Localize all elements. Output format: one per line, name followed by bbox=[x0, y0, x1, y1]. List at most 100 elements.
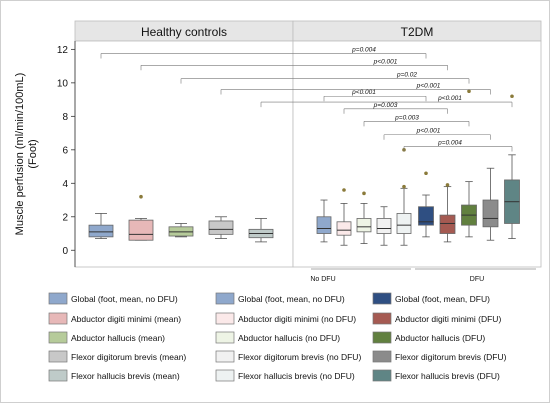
legend-label: Global (foot, mean, DFU) bbox=[395, 294, 490, 304]
legend-swatch bbox=[372, 331, 392, 344]
comparison-7: p=0.003 bbox=[363, 114, 470, 127]
box-body bbox=[88, 224, 114, 238]
box-12 bbox=[461, 89, 477, 238]
legend-swatch bbox=[372, 292, 392, 305]
panel-title-1: T2DM bbox=[401, 25, 434, 39]
box-10 bbox=[418, 171, 434, 238]
legend-item: Abductor digiti minimi (mean) bbox=[48, 312, 181, 325]
comparison-4: p<0.001 bbox=[260, 95, 513, 108]
box-8 bbox=[376, 206, 392, 246]
box-body bbox=[128, 219, 154, 241]
legend-label: Abductor digiti minimi (no DFU) bbox=[238, 314, 356, 324]
legend-label: Flexor digitorum brevis (no DFU) bbox=[238, 352, 361, 362]
p-value-label: p=0.02 bbox=[396, 72, 417, 79]
p-value-label: p<0.001 bbox=[416, 128, 441, 135]
y-tick-label: 0 bbox=[62, 246, 68, 257]
legend-swatch bbox=[48, 312, 68, 325]
p-value-label: p=0.004 bbox=[351, 47, 376, 54]
box-body bbox=[482, 199, 499, 228]
legend-item: Global (foot, mean, no DFU) bbox=[48, 292, 178, 305]
legend-item: Flexor hallucis brevis (no DFU) bbox=[215, 369, 355, 382]
box-body bbox=[316, 216, 332, 234]
y-axis: 0 2 4 6 8 10 12 Muscle perfusion (ml/min/100mL)… bbox=[14, 41, 76, 267]
legend-item: Abductor hallucis (mean) bbox=[48, 331, 165, 344]
box-13 bbox=[482, 167, 499, 241]
outlier-point bbox=[342, 188, 346, 192]
legend-item: Abductor digiti minimi (no DFU) bbox=[215, 312, 356, 325]
comparison-1: p<0.001 bbox=[140, 58, 448, 71]
panel-title-0: Healthy controls bbox=[141, 25, 227, 39]
y-tick-label: 12 bbox=[57, 45, 69, 56]
legend-swatch bbox=[215, 350, 235, 363]
legend-swatch bbox=[215, 312, 235, 325]
comparison-0: p=0.004 bbox=[100, 47, 427, 59]
legend-label: Flexor hallucis brevis (no DFU) bbox=[238, 371, 355, 381]
p-value-label: p<0.001 bbox=[437, 95, 462, 102]
box-1 bbox=[128, 194, 154, 241]
comparison-6: p=0.003 bbox=[343, 102, 448, 114]
legend-label: Global (foot, mean, no DFU) bbox=[238, 294, 345, 304]
box-2 bbox=[168, 223, 194, 238]
legend-item: Flexor digitorum brevis (DFU) bbox=[372, 350, 507, 363]
box-14 bbox=[504, 94, 520, 239]
y-tick-label: 8 bbox=[62, 112, 68, 123]
group-label-no-dfu: No DFU bbox=[310, 276, 335, 283]
outlier-point bbox=[424, 171, 428, 176]
p-value-label: p<0.001 bbox=[373, 58, 398, 65]
comparison-3: p<0.001 bbox=[220, 83, 491, 95]
outlier-point bbox=[362, 191, 366, 196]
p-value-label: p=0.003 bbox=[394, 114, 419, 121]
legend-swatch bbox=[372, 369, 392, 382]
box-7 bbox=[356, 191, 372, 244]
y-axis-label-line: Muscle perfusion (ml/min/100mL) bbox=[14, 73, 26, 236]
legend-label: Abductor digiti minimi (mean) bbox=[71, 314, 181, 324]
legend-item: Global (foot, mean, DFU) bbox=[372, 292, 490, 305]
y-axis-label-line: (Foot) bbox=[27, 139, 39, 168]
legend-swatch bbox=[215, 331, 235, 344]
box-9 bbox=[396, 148, 412, 246]
outlier-point bbox=[402, 184, 406, 189]
y-tick-label: 10 bbox=[57, 78, 69, 89]
legend-label: Global (foot, mean, no DFU) bbox=[71, 294, 178, 304]
box-body bbox=[356, 218, 372, 233]
box-body bbox=[439, 214, 456, 234]
box-body bbox=[376, 218, 392, 234]
legend-item: Flexor hallucis brevis (DFU) bbox=[372, 369, 500, 382]
box-body bbox=[396, 213, 412, 234]
p-value-label: p=0.003 bbox=[373, 102, 398, 109]
y-axis-label: Muscle perfusion (ml/min/100mL)(Foot) bbox=[14, 73, 39, 236]
box-3 bbox=[208, 216, 234, 239]
legend-swatch bbox=[215, 369, 235, 382]
legend: Global (foot, mean, no DFU) Abductor digi… bbox=[48, 292, 507, 382]
legend-item: Flexor digitorum brevis (no DFU) bbox=[215, 350, 361, 363]
box-4 bbox=[248, 218, 274, 243]
legend-swatch bbox=[48, 350, 68, 363]
boxes-layer: No DFU DFU bbox=[88, 89, 536, 283]
box-11 bbox=[439, 183, 456, 243]
outlier-point bbox=[139, 194, 143, 199]
legend-item: Flexor digitorum brevis (mean) bbox=[48, 350, 186, 363]
comparison-5: p<0.001 bbox=[323, 89, 427, 102]
legend-swatch bbox=[372, 350, 392, 363]
group-label-dfu: DFU bbox=[470, 276, 484, 283]
legend-item: Abductor digiti minimi (DFU) bbox=[372, 312, 501, 325]
p-value-label: p<0.001 bbox=[416, 83, 441, 90]
comparisons-layer: p=0.004 p<0.001 p=0.02 p<0.001 p<0.001 p<0.00… bbox=[100, 47, 513, 152]
outlier-point bbox=[510, 94, 514, 99]
y-tick-label: 4 bbox=[62, 179, 68, 190]
box-body bbox=[336, 221, 352, 236]
y-tick-label: 2 bbox=[62, 212, 68, 223]
p-value-label: p=0.004 bbox=[437, 139, 462, 146]
comparison-9: p=0.004 bbox=[403, 139, 513, 152]
legend-swatch bbox=[215, 292, 235, 305]
legend-label: Abductor hallucis (mean) bbox=[71, 333, 165, 343]
legend-item: Abductor hallucis (DFU) bbox=[372, 331, 485, 344]
box-6 bbox=[336, 188, 352, 246]
comparison-8: p<0.001 bbox=[383, 128, 491, 140]
legend-swatch bbox=[48, 369, 68, 382]
legend-label: Abductor hallucis (no DFU) bbox=[238, 333, 340, 343]
legend-item: Global (foot, mean, no DFU) bbox=[215, 292, 345, 305]
legend-item: Flexor hallucis brevis (mean) bbox=[48, 369, 180, 382]
